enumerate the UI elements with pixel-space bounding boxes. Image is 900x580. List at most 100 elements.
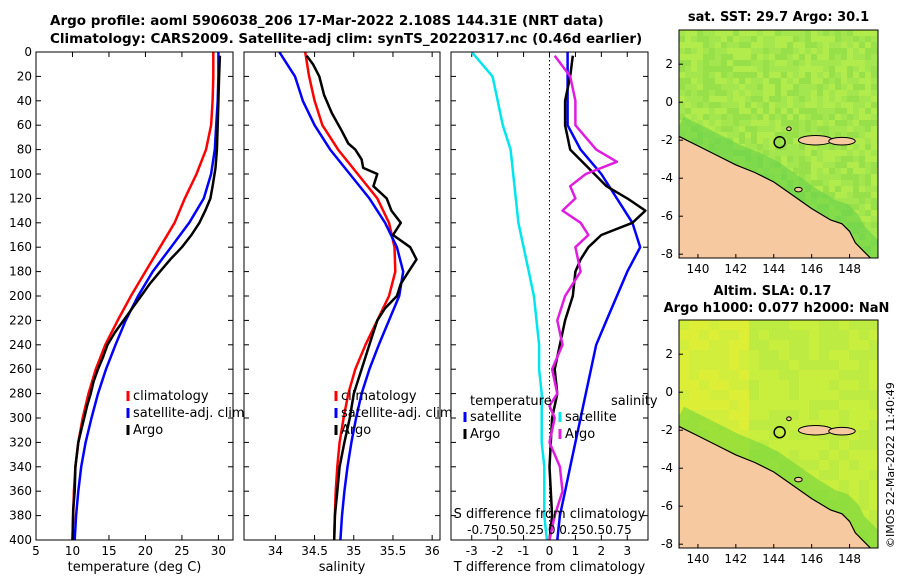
sst-map-cell	[751, 36, 757, 42]
sst-map-cell	[691, 78, 697, 84]
temperature-profile-xtick-label: 20	[138, 544, 153, 558]
sla-map-cell	[869, 390, 878, 400]
sst-map-cell	[811, 42, 817, 48]
sst-map-cell	[727, 60, 733, 66]
sla-map-cell	[859, 440, 869, 450]
sst-map-cell	[871, 84, 877, 90]
depth-tick-label: 160	[9, 240, 32, 254]
sla-map-cell	[859, 370, 869, 380]
sla-map-cell	[869, 430, 878, 440]
sst-map-cell	[805, 168, 811, 174]
sst-map-cell	[847, 168, 853, 174]
sst-map-cell	[715, 54, 721, 60]
sst-map-cell	[817, 150, 823, 156]
sst-map-cell	[733, 102, 739, 108]
sst-map-cell	[835, 192, 841, 198]
sla-map-cell	[859, 350, 869, 360]
sst-map-cell	[829, 120, 835, 126]
salinity-profile-series-argo	[305, 54, 418, 540]
sst-map-cell	[775, 114, 781, 120]
sla-map-cell	[829, 390, 839, 400]
sst-map-cell	[703, 96, 709, 102]
sla-map-cell	[719, 350, 729, 360]
sst-map-cell	[775, 48, 781, 54]
difference-profile-panel: -3 -2 -1 0 1 2 3 T difference from climatology t…	[450, 51, 658, 575]
sst-map-cell	[835, 96, 841, 102]
sla-map-cell	[709, 400, 719, 410]
sst-map-cell	[787, 102, 793, 108]
temperature-profile-frame	[35, 51, 234, 541]
sla-map-cell	[799, 430, 809, 440]
sla-map-xtick-label: 142	[724, 552, 747, 566]
salinity-profile-legend-label: satellite-adj. clim	[341, 406, 453, 421]
sla-map-cell	[829, 480, 839, 490]
sla-map-cell	[809, 400, 819, 410]
sst-map-cell	[787, 72, 793, 78]
sla-map-cell	[809, 410, 819, 420]
sst-map-cell	[811, 102, 817, 108]
sst-map-cell	[841, 72, 847, 78]
sla-map-cell	[689, 330, 699, 340]
sst-map-cell	[775, 132, 781, 138]
sst-map-cell	[733, 108, 739, 114]
sst-map-cell	[733, 30, 739, 36]
sst-map-cell	[853, 186, 859, 192]
sst-map-cell	[847, 198, 853, 204]
sst-map-cell	[805, 48, 811, 54]
sst-map-cell	[745, 78, 751, 84]
sla-map-cell	[869, 350, 878, 360]
sst-map-cell	[727, 102, 733, 108]
sla-map-cell	[709, 320, 719, 330]
sst-map-cell	[739, 78, 745, 84]
sst-map-cell	[709, 36, 715, 42]
sst-map-cell	[859, 66, 865, 72]
sst-map-cell	[775, 72, 781, 78]
sst-map-cell	[739, 84, 745, 90]
sst-map-cell	[775, 30, 781, 36]
sst-map-cell	[823, 36, 829, 42]
depth-tick-label: 200	[9, 289, 32, 303]
sst-map-cell	[871, 72, 877, 78]
sst-map-cell	[805, 30, 811, 36]
sst-map-cell	[853, 204, 859, 210]
sla-map-cell	[719, 340, 729, 350]
sst-map-cell	[847, 30, 853, 36]
sla-map-cell	[859, 400, 869, 410]
sst-map-cell	[763, 78, 769, 84]
sst-map-cell	[781, 114, 787, 120]
temperature-profile-xtick-label: 30	[211, 544, 226, 558]
sst-map-cell	[799, 144, 805, 150]
sst-map-cell	[871, 36, 877, 42]
sst-map-cell	[823, 30, 829, 36]
sst-map-cell	[841, 90, 847, 96]
difference-profile-xtick-label: 1	[572, 544, 580, 558]
sst-map-cell	[793, 42, 799, 48]
sla-map-cell	[819, 390, 829, 400]
sst-map-cell	[829, 72, 835, 78]
sst-map-cell	[685, 60, 691, 66]
sla-map-cell	[769, 410, 779, 420]
sst-map-cell	[817, 126, 823, 132]
sla-map-cell	[709, 410, 719, 420]
sst-map-xtick-label: 146	[800, 262, 823, 276]
sst-map-cell	[751, 66, 757, 72]
sst-map-cell	[853, 96, 859, 102]
sla-map-cell	[739, 320, 749, 330]
sla-map-cell	[699, 320, 709, 330]
salinity-profile-series-satellite-adj-clim	[278, 52, 405, 540]
sst-map-cell	[709, 48, 715, 54]
sst-map-cell	[757, 60, 763, 66]
sla-map-cell	[729, 340, 739, 350]
sst-map-cell	[865, 150, 871, 156]
sst-map-cell	[781, 144, 787, 150]
sst-map-cell	[733, 48, 739, 54]
sst-map-cell	[859, 132, 865, 138]
sst-map-cell	[733, 72, 739, 78]
sla-map-cell	[859, 410, 869, 420]
sst-map-cell	[805, 60, 811, 66]
sst-map-cell	[697, 42, 703, 48]
sst-map-cell	[859, 144, 865, 150]
sla-map-cell	[709, 340, 719, 350]
sst-map-cell	[871, 168, 877, 174]
sst-map-cell	[775, 102, 781, 108]
